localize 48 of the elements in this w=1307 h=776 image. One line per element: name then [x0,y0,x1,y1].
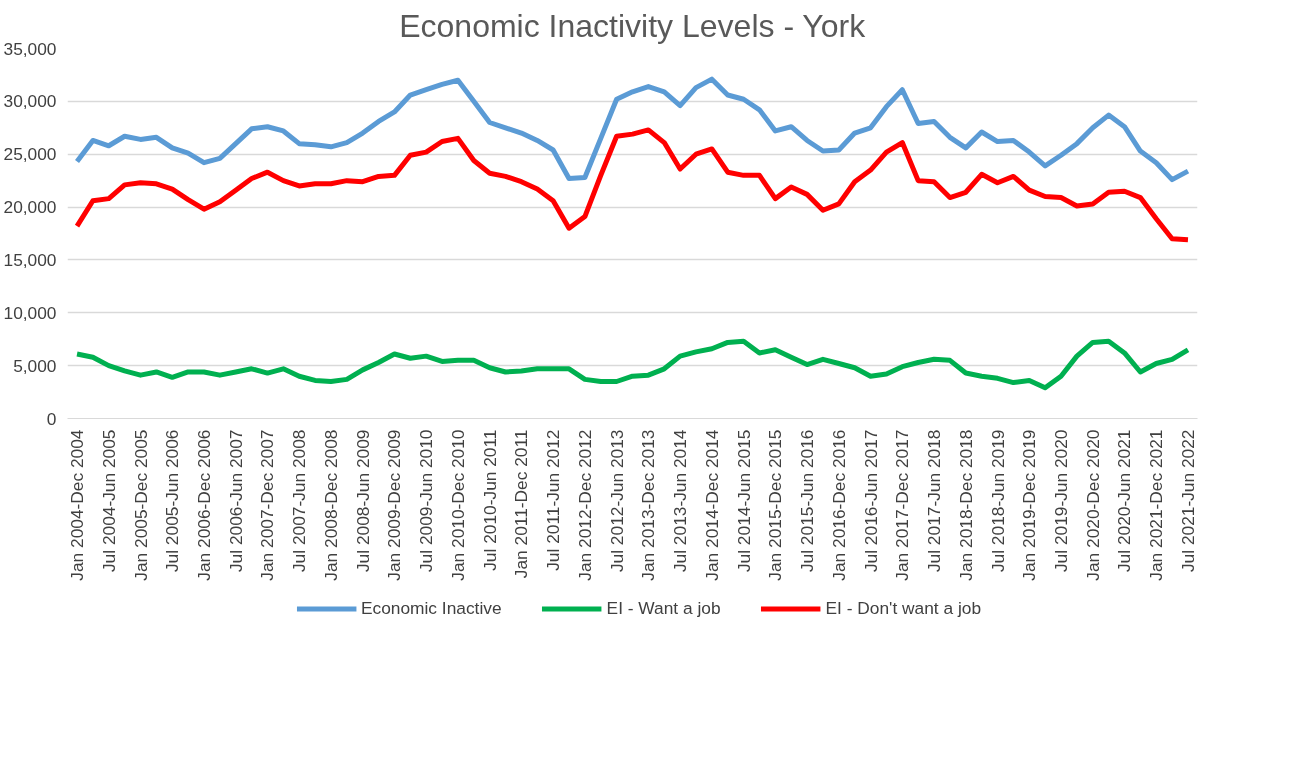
x-tick-label: Jul 2021-Jun 2022 [1177,429,1198,573]
x-tick-label: Jan 2017-Dec 2017 [892,429,913,581]
x-tick-label: Jul 2018-Jun 2019 [987,429,1008,573]
y-tick-label: 35,000 [3,38,57,59]
chart-title: Economic Inactivity Levels - York [399,7,867,44]
x-tick-label: Jan 2015-Dec 2015 [765,429,786,581]
x-tick-label: Jan 2011-Dec 2011 [511,429,532,579]
x-tick-label: Jan 2019-Dec 2019 [1019,429,1040,581]
y-tick-label: 15,000 [3,249,57,270]
x-tick-label: Jul 2008-Jun 2009 [352,429,373,573]
x-tick-label: Jan 2018-Dec 2018 [955,429,976,581]
x-tick-label: Jan 2006-Dec 2006 [193,429,214,581]
legend-label: EI - Don't want a job [825,597,982,619]
x-tick-label: Jul 2011-Jun 2012 [543,429,564,571]
x-tick-label: Jan 2005-Dec 2005 [130,429,151,581]
x-tick-label: Jul 2012-Jun 2013 [606,429,627,573]
x-tick-label: Jul 2010-Jun 2011 [479,429,500,571]
y-tick-label: 20,000 [3,197,57,218]
x-tick-label: Jul 2007-Jun 2008 [289,429,310,573]
x-tick-label: Jul 2015-Jun 2016 [797,429,818,573]
x-tick-label: Jul 2020-Jun 2021 [1114,429,1135,573]
x-tick-label: Jul 2006-Jun 2007 [225,429,246,573]
x-tick-label: Jan 2010-Dec 2010 [447,429,468,581]
x-tick-label: Jul 2009-Jun 2010 [416,429,437,573]
legend-label: EI - Want a job [606,597,721,619]
x-tick-label: Jan 2004-Dec 2004 [67,429,88,581]
legend-label: Economic Inactive [360,597,502,619]
x-tick-label: Jul 2005-Jun 2006 [162,429,183,573]
x-tick-label: Jan 2020-Dec 2020 [1082,429,1103,581]
y-tick-label: 25,000 [3,144,57,165]
y-tick-label: 0 [46,408,57,429]
x-tick-label: Jul 2019-Jun 2020 [1051,429,1072,573]
x-tick-label: Jan 2009-Dec 2009 [384,429,405,581]
y-tick-label: 10,000 [3,302,57,323]
y-tick-label: 30,000 [3,91,57,112]
x-tick-label: Jul 2017-Jun 2018 [924,429,945,573]
x-tick-label: Jan 2021-Dec 2021 [1146,429,1167,581]
x-tick-label: Jan 2012-Dec 2012 [574,429,595,581]
y-tick-label: 5,000 [13,355,57,376]
x-tick-label: Jan 2008-Dec 2008 [320,429,341,581]
x-tick-label: Jul 2014-Jun 2015 [733,429,754,573]
x-tick-label: Jan 2013-Dec 2013 [638,429,659,581]
x-tick-label: Jan 2007-Dec 2007 [257,429,278,581]
x-tick-label: Jan 2016-Dec 2016 [828,429,849,581]
x-tick-label: Jul 2004-Jun 2005 [98,429,119,573]
x-tick-label: Jul 2013-Jun 2014 [670,429,691,573]
x-tick-label: Jul 2016-Jun 2017 [860,429,881,573]
x-tick-label: Jan 2014-Dec 2014 [701,429,722,581]
